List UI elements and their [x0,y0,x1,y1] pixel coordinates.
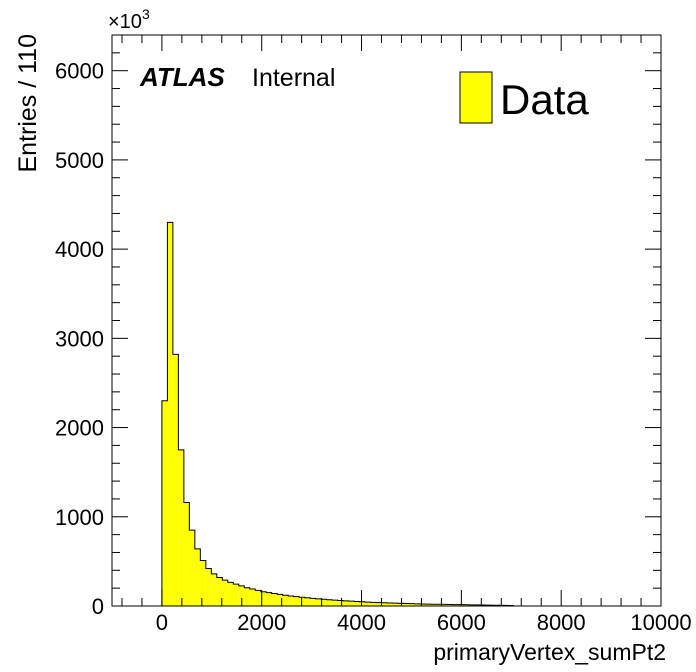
histogram-bar [244,587,250,606]
histogram-bar [425,604,431,606]
y-tick-label: 1000 [55,505,104,530]
histogram-bar [211,573,217,606]
histogram-bar [194,548,201,606]
histogram-bar [343,600,349,606]
histogram-bar [238,585,245,606]
histogram-bar [370,602,377,606]
histogram-bar [414,603,420,606]
histogram-bar [447,604,453,606]
histogram-bars [161,221,514,606]
y-tick-label: 3000 [55,326,104,351]
histogram-bar [348,601,355,606]
histogram-bar [337,600,344,606]
histogram-bar [359,601,366,606]
histogram-bar [249,589,256,606]
histogram-bar [392,603,398,606]
x-tick-label: 4000 [337,610,386,635]
histogram-bar [408,603,415,606]
histogram-bar [376,602,382,606]
histogram-bar [386,602,393,606]
histogram-bar [227,582,234,606]
histogram-bar [255,590,261,606]
x-tick-labels: 0 2000 4000 6000 8000 10000 [156,610,692,635]
internal-label: Internal [252,64,335,92]
histogram-bar [172,354,179,606]
histogram-bar [216,577,223,606]
histogram-bar [430,604,437,606]
histogram-outline [161,221,514,606]
y-tick-label: 6000 [55,59,104,84]
histogram-bar [403,603,409,606]
histogram-bar [310,598,316,606]
histogram-bar [397,603,404,606]
y-tick-label: 4000 [55,237,104,262]
y-multiplier-exponent: 3 [142,6,150,22]
histogram-bar [260,591,267,606]
histogram-bar [441,604,448,606]
x-axis-label: primaryVertex_sumPt2 [433,639,666,665]
histogram-bar [474,604,481,606]
histogram-bar [167,222,173,606]
histogram-bar [183,502,190,606]
histogram-bar [436,604,442,606]
histogram-bar [189,530,195,606]
histogram-bar [469,604,475,606]
histogram-bar [463,604,470,606]
histogram-bar [288,596,294,606]
histogram-bar [277,594,283,606]
legend-label: Data [500,76,589,123]
y-tick-label: 2000 [55,416,104,441]
x-tick-label: 10000 [630,610,691,635]
histogram-bar [282,595,289,606]
histogram-bar [419,604,426,606]
histogram-bar [365,602,371,606]
histogram-bar [271,593,278,606]
histogram-bar [354,601,360,606]
histogram-bar [205,568,212,606]
y-axis-label: Entries / 110 [14,34,42,173]
x-tick-label: 0 [156,610,168,635]
atlas-label: ATLAS [139,62,225,92]
histogram-bar [326,599,333,606]
histogram-bar [266,592,272,606]
x-tick-label: 8000 [537,610,586,635]
y-tick-labels: 0 1000 2000 3000 4000 5000 6000 [55,59,104,619]
histogram-bar [233,584,239,606]
histogram-bar [304,597,311,606]
x-tick-label: 2000 [237,610,286,635]
x-tick-label: 6000 [437,610,486,635]
histogram-bar [381,602,387,606]
histogram-bar [200,560,206,606]
y-multiplier: ×103 [108,6,150,33]
y-tick-label: 5000 [55,148,104,173]
legend-swatch [459,71,493,124]
histogram-bar [161,400,168,606]
histogram-bar [293,596,300,606]
histogram-bar [452,604,459,606]
histogram-bar [332,600,338,606]
histogram-bar [315,598,322,606]
axis-ticks [112,34,662,607]
y-tick-label: 0 [92,594,104,619]
histogram-bar [321,599,327,606]
histogram-bar [222,580,228,606]
histogram-bar [178,449,184,606]
